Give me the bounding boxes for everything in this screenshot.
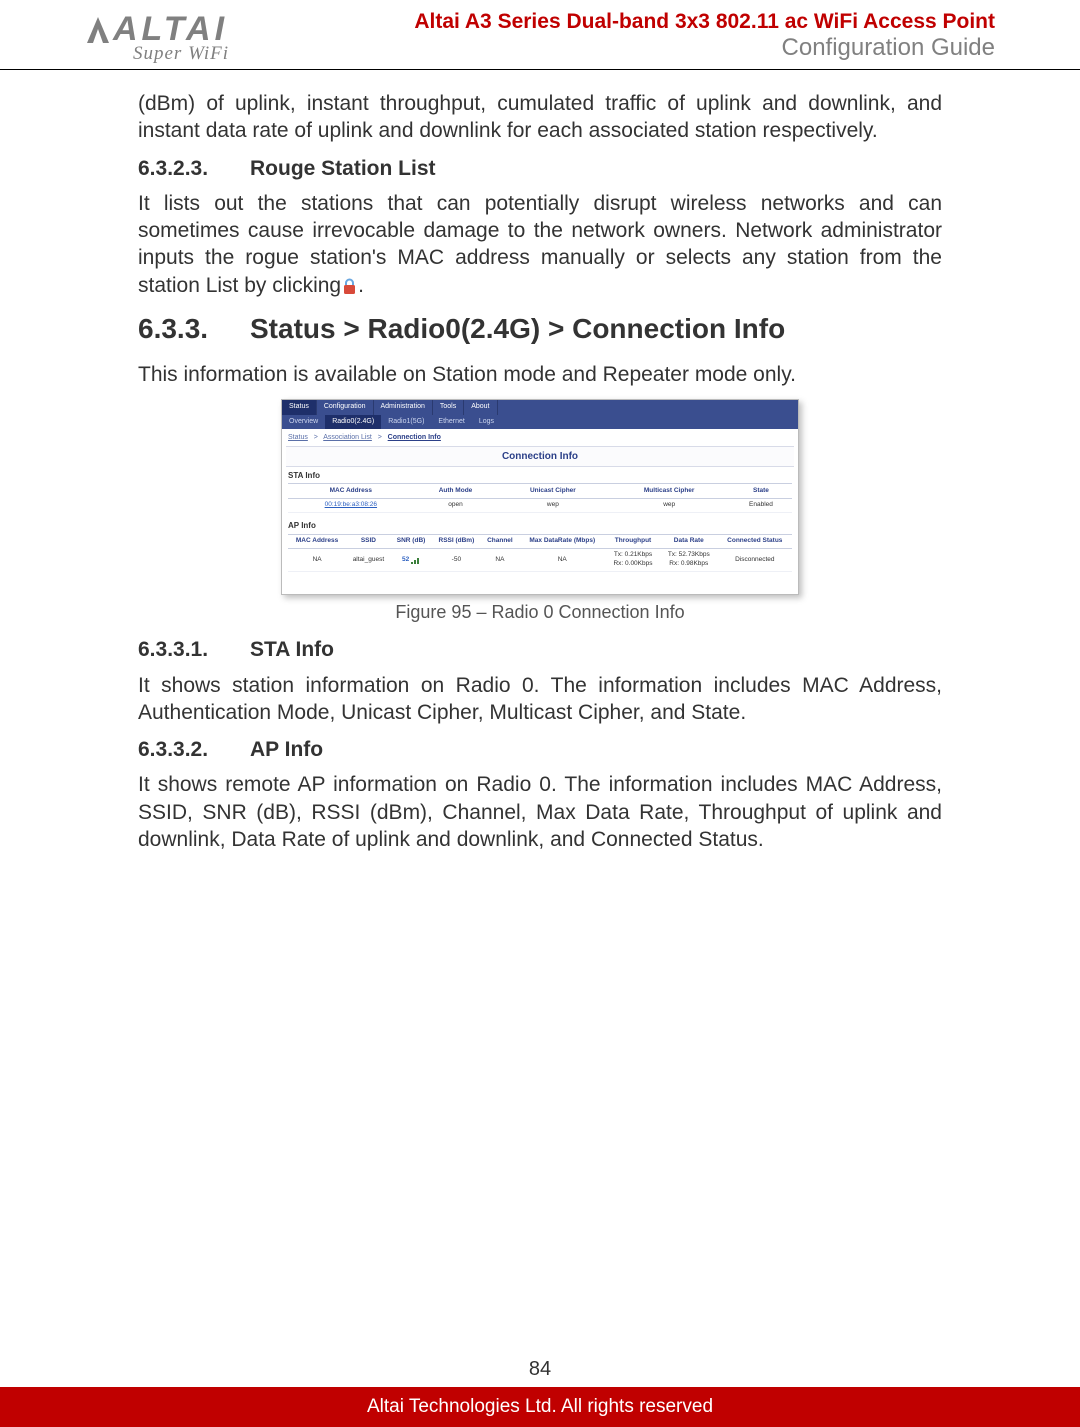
figure-caption: Figure 95 – Radio 0 Connection Info [138,601,942,624]
col-state: State [730,484,792,498]
para-63223-text-a: It lists out the stations that can poten… [138,192,942,297]
sta-auth: open [414,498,498,512]
col-snr: SNR (dB) [391,534,432,548]
sta-mac[interactable]: 00:19:be:a3:08:26 [325,501,377,508]
snr-value: 52 [402,556,409,563]
para-63223: It lists out the stations that can poten… [138,190,942,299]
table-row: NA altai_guest 52 -50 NA NA Tx: 0.21Kbps… [288,548,792,571]
ap-mac: NA [288,548,346,571]
col-multicast: Multicast Cipher [608,484,730,498]
copyright-text: Altai Technologies Ltd. All rights reser… [367,1396,713,1417]
heading-num: 6.3.3.1. [138,636,250,663]
para-633-intro: This information is available on Station… [138,361,942,388]
col-channel: Channel [481,534,518,548]
ap-datarate: Tx: 52.73Kbps Rx: 0.98Kbps [660,548,718,571]
ap-mdr: NA [519,548,606,571]
primary-tabs: Status Configuration Administration Tool… [282,400,798,415]
logo-subtext: Super WiFi [133,43,229,65]
tab-administration[interactable]: Administration [374,400,433,415]
ap-snr: 52 [391,548,432,571]
subtab-logs[interactable]: Logs [472,415,501,429]
heading-63331: 6.3.3.1. STA Info [138,636,942,663]
heading-text: Rouge Station List [250,155,436,182]
heading-text: STA Info [250,636,334,663]
tab-about[interactable]: About [464,400,497,415]
tab-status[interactable]: Status [282,400,317,415]
breadcrumb: Status > Association List > Connection I… [282,429,798,446]
tab-configuration[interactable]: Configuration [317,400,374,415]
para-63223-text-b: . [358,274,364,297]
doc-title-grey: Configuration Guide [414,34,995,62]
heading-63332: 6.3.3.2. AP Info [138,736,942,763]
heading-633: 6.3.3. Status > Radio0(2.4G) > Connectio… [138,311,942,347]
dr-rx: Rx: 0.98Kbps [662,560,716,568]
heading-num: 6.3.2.3. [138,155,250,182]
page-header: ALTAI Super WiFi Altai A3 Series Dual-ba… [0,0,1080,70]
sta-unicast: wep [497,498,608,512]
para-63332: It shows remote AP information on Radio … [138,771,942,853]
ap-channel: NA [481,548,518,571]
lock-icon [342,278,357,295]
panel-title: Connection Info [286,446,794,467]
page-number: 84 [0,1358,1080,1381]
col-datarate: Data Rate [660,534,718,548]
ap-throughput: Tx: 0.21Kbps Rx: 0.00Kbps [606,548,660,571]
crumb-assoc[interactable]: Association List [323,434,372,441]
subtab-radio0[interactable]: Radio0(2.4G) [325,415,381,429]
ap-info-label: AP Info [282,517,798,533]
footer-bar: Altai Technologies Ltd. All rights reser… [0,1387,1080,1427]
heading-text: AP Info [250,736,323,763]
subtab-radio1[interactable]: Radio1(5G) [381,415,431,429]
col-connstatus: Connected Status [718,534,792,548]
col-auth: Auth Mode [414,484,498,498]
secondary-tabs: Overview Radio0(2.4G) Radio1(5G) Etherne… [282,415,798,429]
heading-num: 6.3.3. [138,311,250,347]
intro-paragraph: (dBm) of uplink, instant throughput, cum… [138,90,942,145]
ui-screenshot: Status Configuration Administration Tool… [281,399,799,595]
table-header-row: MAC Address SSID SNR (dB) RSSI (dBm) Cha… [288,534,792,548]
tp-rx: Rx: 0.00Kbps [608,560,658,568]
table-row: 00:19:be:a3:08:26 open wep wep Enabled [288,498,792,512]
table-header-row: MAC Address Auth Mode Unicast Cipher Mul… [288,484,792,498]
doc-title-red: Altai A3 Series Dual-band 3x3 802.11 ac … [414,10,995,34]
para-63331: It shows station information on Radio 0.… [138,672,942,727]
col-unicast: Unicast Cipher [497,484,608,498]
col-ssid: SSID [346,534,390,548]
col-mac: MAC Address [288,484,414,498]
sta-state: Enabled [730,498,792,512]
crumb-status[interactable]: Status [288,434,308,441]
col-mdr: Max DataRate (Mbps) [519,534,606,548]
heading-num: 6.3.3.2. [138,736,250,763]
subtab-overview[interactable]: Overview [282,415,325,429]
logo: ALTAI Super WiFi [85,10,229,65]
logo-mark-icon [85,15,111,45]
ap-rssi: -50 [431,548,481,571]
document-page: ALTAI Super WiFi Altai A3 Series Dual-ba… [0,0,1080,1427]
col-rssi: RSSI (dBm) [431,534,481,548]
doc-title-block: Altai A3 Series Dual-band 3x3 802.11 ac … [414,10,995,62]
tab-tools[interactable]: Tools [433,400,464,415]
sta-table: MAC Address Auth Mode Unicast Cipher Mul… [288,483,792,513]
ap-table: MAC Address SSID SNR (dB) RSSI (dBm) Cha… [288,534,792,572]
sta-info-label: STA Info [282,467,798,483]
col-throughput: Throughput [606,534,660,548]
col-mac: MAC Address [288,534,346,548]
signal-icon [411,557,420,564]
heading-63223: 6.3.2.3. Rouge Station List [138,155,942,182]
ap-ssid: altai_guest [346,548,390,571]
ap-connstatus: Disconnected [718,548,792,571]
dr-tx: Tx: 52.73Kbps [662,551,716,559]
content: (dBm) of uplink, instant throughput, cum… [0,78,1080,853]
crumb-conn: Connection Info [388,434,441,441]
heading-text: Status > Radio0(2.4G) > Connection Info [250,311,785,347]
tp-tx: Tx: 0.21Kbps [608,551,658,559]
subtab-ethernet[interactable]: Ethernet [431,415,471,429]
sta-multicast: wep [608,498,730,512]
